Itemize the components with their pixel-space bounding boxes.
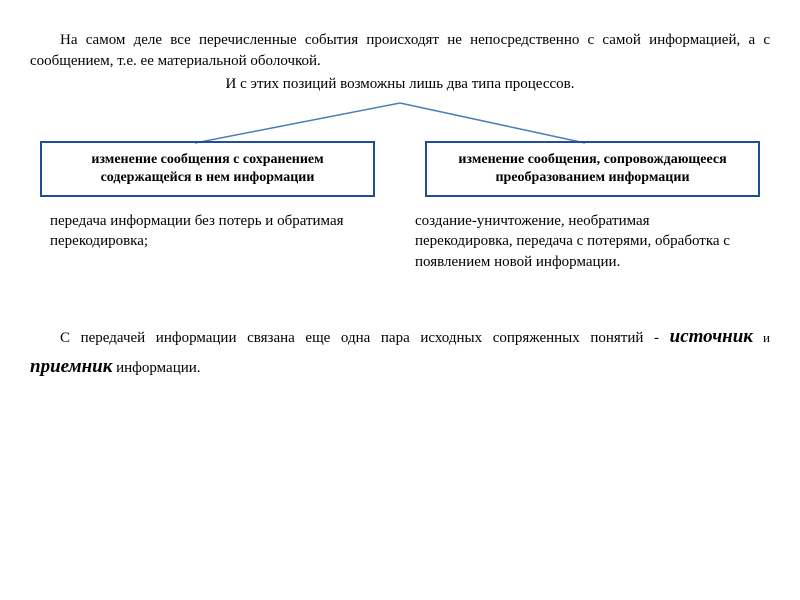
left-description: передача информации без потерь и обратим… <box>50 211 385 272</box>
right-box: изменение сообщения, сопровождающееся пр… <box>425 141 760 197</box>
right-description: создание-уничтожение, необратимая переко… <box>415 211 750 272</box>
intro-paragraph-1: На самом деле все перечисленные события … <box>30 30 770 72</box>
boxes-row: изменение сообщения с сохранением содерж… <box>30 141 770 197</box>
conjunction: и <box>753 330 770 345</box>
left-box: изменение сообщения с сохранением содерж… <box>40 141 375 197</box>
diagram-container: изменение сообщения с сохранением содерж… <box>30 101 770 201</box>
term-receiver: приемник <box>30 356 112 377</box>
conclusion-paragraph: С передачей информации связана еще одна … <box>30 322 770 383</box>
intro-paragraph-2: И с этих позиций возможны лишь два типа … <box>30 76 770 93</box>
conclusion-prefix: С передачей информации связана еще одна … <box>60 330 670 346</box>
conclusion-suffix: информации. <box>112 360 200 376</box>
descriptions-row: передача информации без потерь и обратим… <box>30 211 770 272</box>
term-source: источник <box>670 326 753 347</box>
